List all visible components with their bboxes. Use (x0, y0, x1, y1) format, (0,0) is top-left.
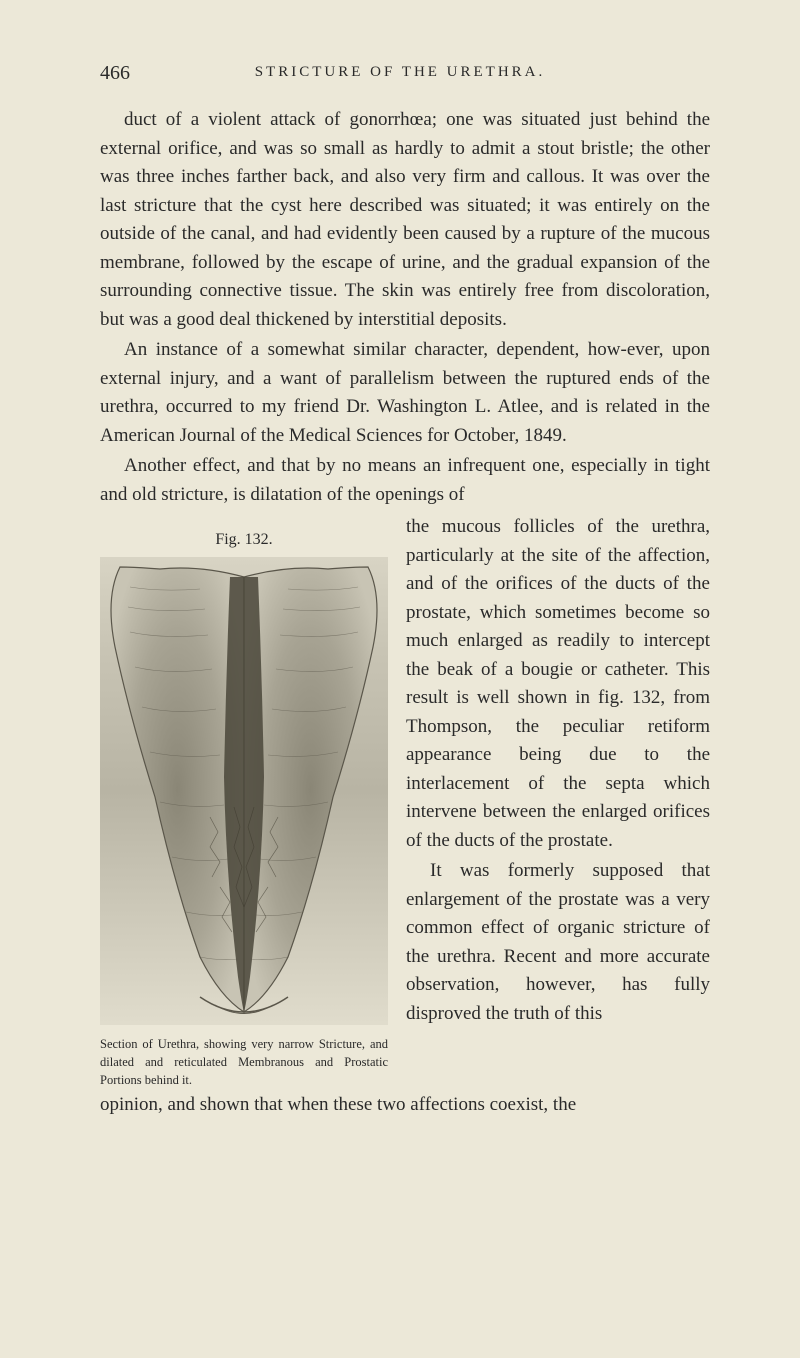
figure-label: Fig. 132. (100, 531, 388, 549)
paragraph-3: Another effect, and that by no means an … (100, 452, 710, 509)
urethra-illustration (100, 557, 388, 1025)
figure-column: Fig. 132. (100, 513, 388, 1089)
paragraph-1: duct of a violent attack of gonorrhœa; o… (100, 106, 710, 334)
anatomical-figure (100, 557, 388, 1025)
running-header: STRICTURE OF THE URETHRA. (0, 64, 800, 81)
text-column: the mucous follicles of the urethra, par… (406, 513, 710, 1089)
figure-caption: Section of Urethra, showing very narrow … (100, 1035, 388, 1089)
right-paragraph-2: It was formerly supposed that enlargemen… (406, 857, 710, 1028)
right-paragraph-1: the mucous follicles of the urethra, par… (406, 513, 710, 855)
page-content: duct of a violent attack of gonorrhœa; o… (100, 106, 710, 1120)
final-spanning-line: opinion, and shown that when these two a… (100, 1091, 710, 1120)
two-column-layout: Fig. 132. (100, 513, 710, 1089)
paragraph-2: An instance of a somewhat similar charac… (100, 336, 710, 450)
